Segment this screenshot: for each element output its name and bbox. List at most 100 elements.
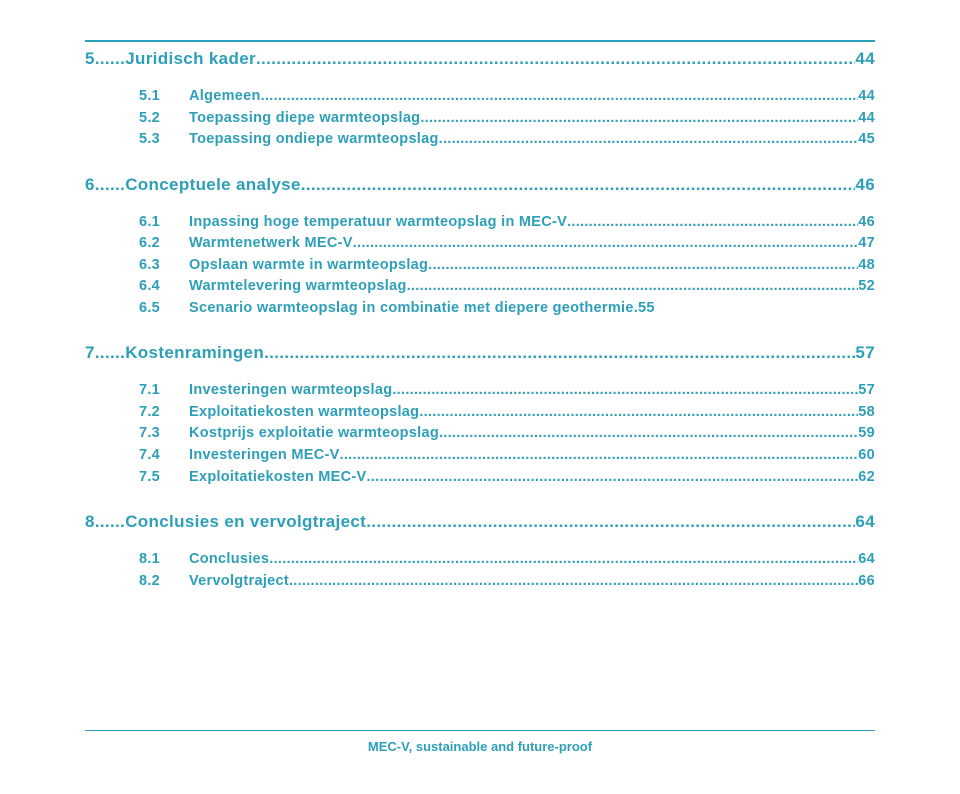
toc-section-title: Opslaan warmte in warmteopslag xyxy=(189,256,428,276)
toc-entry-level2: 8.2 Vervolgtraject......................… xyxy=(85,572,875,592)
toc-leader: ........................................… xyxy=(289,572,858,592)
toc-section-number: 7.2 xyxy=(139,403,189,423)
toc-section-number: 6.2 xyxy=(139,234,189,254)
toc-chapter-number: 7 xyxy=(85,342,95,365)
toc-page-number: 57 xyxy=(858,381,875,401)
toc-page-number: 46 xyxy=(858,213,875,233)
footer-rule xyxy=(85,730,875,732)
toc-section-number: 5.3 xyxy=(139,130,189,150)
toc-page-number: 58 xyxy=(858,403,875,423)
spacer xyxy=(85,536,875,550)
toc-section-title: Inpassing hoge temperatuur warmteopslag … xyxy=(189,213,567,233)
toc-leader: ........................................… xyxy=(301,174,856,197)
toc-section-number: 6.1 xyxy=(139,213,189,233)
toc-num-dots: ...... xyxy=(95,174,125,197)
toc-section-title: Exploitatiekosten warmteopslag xyxy=(189,403,419,423)
toc-num-dots: ...... xyxy=(95,48,125,71)
toc-leader: ........................................… xyxy=(264,342,855,365)
toc-page-number: 60 xyxy=(858,446,875,466)
toc-chapter-title: Juridisch kader xyxy=(125,48,256,71)
toc-entry-level2: 8.1 Conclusies..........................… xyxy=(85,550,875,570)
toc-page-number: 64 xyxy=(858,550,875,570)
toc-leader: ........................................… xyxy=(261,87,859,107)
toc-section-title: Toepassing ondiepe warmteopslag xyxy=(189,130,439,150)
toc-entry-level2: 7.1 Investeringen warmteopslag..........… xyxy=(85,381,875,401)
toc-chapter-title: Conceptuele analyse xyxy=(125,174,301,197)
toc-section-number: 6.3 xyxy=(139,256,189,276)
spacer xyxy=(85,73,875,87)
toc-page-number: 47 xyxy=(858,234,875,254)
footer: MEC-V, sustainable and future-proof xyxy=(85,730,875,755)
toc-entry-level2: 7.2 Exploitatiekosten warmteopslag......… xyxy=(85,403,875,423)
toc-page-number: 46 xyxy=(855,174,875,197)
toc-section-number: 7.5 xyxy=(139,468,189,488)
spacer xyxy=(85,367,875,381)
toc-chapter-number: 8 xyxy=(85,511,95,534)
toc-leader: ........................................… xyxy=(420,109,858,129)
toc-page-number: 44 xyxy=(858,109,875,129)
toc-section-number: 7.4 xyxy=(139,446,189,466)
toc-section-number: 8.2 xyxy=(139,572,189,592)
toc-chapter-title: Kostenramingen xyxy=(125,342,264,365)
toc-section: 7......Kostenramingen...................… xyxy=(85,342,875,487)
toc-leader: ........................................… xyxy=(407,277,859,297)
toc-section-number: 8.1 xyxy=(139,550,189,570)
toc-page-number: 44 xyxy=(855,48,875,71)
toc-section-title: Exploitatiekosten MEC-V xyxy=(189,468,366,488)
toc-entry-level2: 5.2 Toepassing diepe warmteopslag.......… xyxy=(85,109,875,129)
toc-entry-level2: 7.4 Investeringen MEC-V.................… xyxy=(85,446,875,466)
toc-page-number: 59 xyxy=(858,424,875,444)
toc-section-title: Investeringen warmteopslag xyxy=(189,381,392,401)
toc-section-number: 7.3 xyxy=(139,424,189,444)
toc-leader: ........................................… xyxy=(439,424,858,444)
toc-page-number: 52 xyxy=(858,277,875,297)
toc-chapter-number: 5 xyxy=(85,48,95,71)
toc-section: 5......Juridisch kader..................… xyxy=(85,48,875,150)
toc-num-dots: ...... xyxy=(95,342,125,365)
toc-section-title: Warmtenetwerk MEC-V xyxy=(189,234,353,254)
toc-entry-level1: 5......Juridisch kader..................… xyxy=(85,48,875,71)
toc-leader: ........................................… xyxy=(439,130,859,150)
toc-entry-level2: 5.1 Algemeen............................… xyxy=(85,87,875,107)
toc-entry-level1: 7......Kostenramingen...................… xyxy=(85,342,875,365)
toc-section-number: 5.2 xyxy=(139,109,189,129)
toc-section-title: Warmtelevering warmteopslag xyxy=(189,277,407,297)
toc-page-number: 45 xyxy=(858,130,875,150)
toc-entry-level2: 6.2 Warmtenetwerk MEC-V.................… xyxy=(85,234,875,254)
toc-section: 8......Conclusies en vervolgtraject.....… xyxy=(85,511,875,591)
toc-entry-level1: 8......Conclusies en vervolgtraject.....… xyxy=(85,511,875,534)
toc-page-number: 44 xyxy=(858,87,875,107)
toc-leader: ........................................… xyxy=(419,403,858,423)
footer-text: MEC-V, sustainable and future-proof xyxy=(85,739,875,754)
toc-section-title: Scenario warmteopslag in combinatie met … xyxy=(189,299,634,319)
table-of-contents: 5......Juridisch kader..................… xyxy=(85,48,875,591)
toc-page-number: 62 xyxy=(858,468,875,488)
spacer xyxy=(85,199,875,213)
toc-leader: ........................................… xyxy=(567,213,858,233)
toc-num-dots: ...... xyxy=(95,511,125,534)
toc-section-title: Investeringen MEC-V xyxy=(189,446,340,466)
toc-page-number: 48 xyxy=(858,256,875,276)
toc-leader: ........................................… xyxy=(392,381,858,401)
toc-section-number: 6.4 xyxy=(139,277,189,297)
toc-section-number: 6.5 xyxy=(139,299,189,319)
toc-leader: ........................................… xyxy=(353,234,859,254)
toc-chapter-title: Conclusies en vervolgtraject xyxy=(125,511,366,534)
toc-page-number: 55 xyxy=(638,299,655,319)
toc-page-number: 66 xyxy=(858,572,875,592)
toc-leader: ........................................… xyxy=(269,550,858,570)
toc-section-number: 7.1 xyxy=(139,381,189,401)
toc-page-number: 57 xyxy=(855,342,875,365)
toc-entry-level2: 6.5 Scenario warmteopslag in combinatie … xyxy=(85,299,875,319)
toc-entry-level2: 5.3 Toepassing ondiepe warmteopslag.....… xyxy=(85,130,875,150)
toc-leader: ........................................… xyxy=(428,256,858,276)
toc-section-number: 5.1 xyxy=(139,87,189,107)
toc-page-number: 64 xyxy=(855,511,875,534)
toc-leader: ........................................… xyxy=(366,511,855,534)
toc-entry-level2: 7.5 Exploitatiekosten MEC-V.............… xyxy=(85,468,875,488)
toc-section-title: Vervolgtraject xyxy=(189,572,289,592)
toc-leader: ........................................… xyxy=(340,446,859,466)
top-rule xyxy=(85,40,875,42)
toc-entry-level2: 6.4 Warmtelevering warmteopslag.........… xyxy=(85,277,875,297)
toc-section: 6......Conceptuele analyse..............… xyxy=(85,174,875,319)
